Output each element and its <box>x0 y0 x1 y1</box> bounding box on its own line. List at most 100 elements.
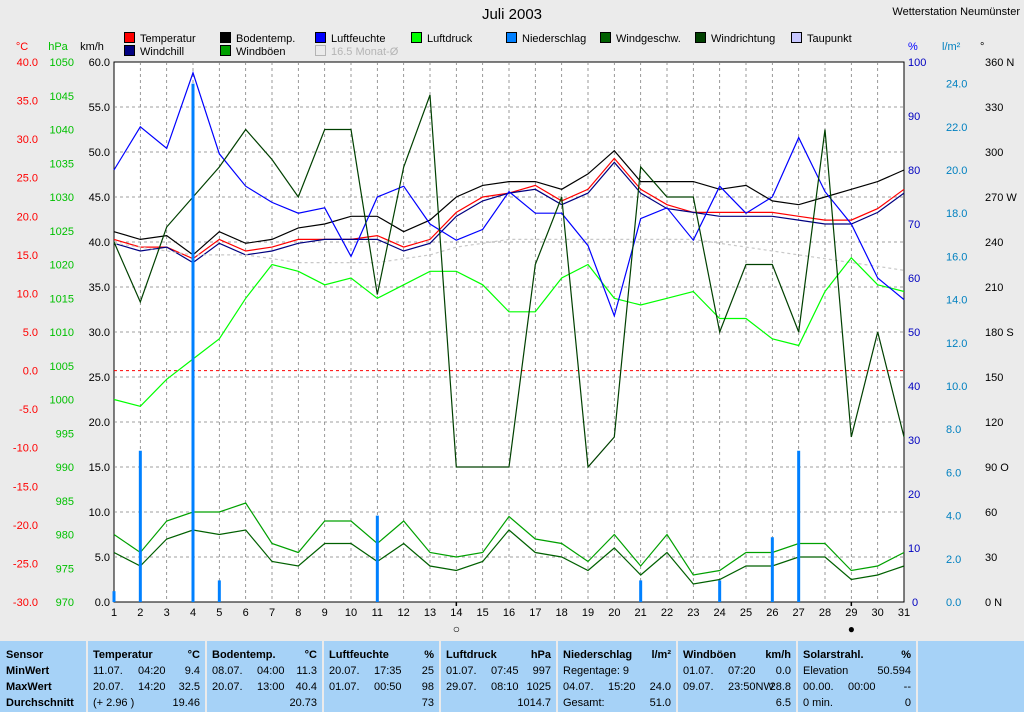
max-date: 29.07. <box>446 681 477 693</box>
stats-row: 0 min. 0 <box>798 695 916 711</box>
series-bodentemp <box>113 149 905 256</box>
avg-value: 0 <box>904 697 911 709</box>
wind-tick-label: 35.0 <box>89 282 110 294</box>
legend-label: Luftdruck <box>427 33 473 45</box>
temp-tick-label: 20.0 <box>17 211 38 223</box>
rain-tick-label: 6.0 <box>946 467 961 479</box>
stats-section-temperatur: Temperatur °C 11.07. 04:20 9.4 20.07. 14:20 32.… <box>88 641 207 712</box>
x-tick-label: 3 <box>164 607 170 619</box>
wind-tick-label: 40.0 <box>89 237 110 249</box>
max-time: 00:00 <box>848 681 876 693</box>
rain-tick-label: 16.0 <box>946 251 967 263</box>
avg-note: (+ 2.96 ) <box>93 697 135 709</box>
stats-row: 11.07. 04:20 9.4 <box>88 663 205 679</box>
wind-tick-label: 45.0 <box>89 192 110 204</box>
pressure-tick-label: 980 <box>56 530 74 542</box>
event-marker: ○ <box>453 622 460 636</box>
min-value: 25 <box>421 665 434 677</box>
chart-title: Juli 2003 <box>481 6 543 23</box>
min-time: 07:20 <box>728 665 756 677</box>
direction-tick-label: 180 S <box>985 327 1014 339</box>
legend-label: Temperatur <box>140 33 196 45</box>
section-title: Temperatur <box>93 649 153 661</box>
legend-label: 16.5 Monat-Ø <box>331 46 399 58</box>
avg-value: 73 <box>421 697 434 709</box>
wind-tick-label: 25.0 <box>89 372 110 384</box>
section-title: Luftfeuchte <box>329 649 389 661</box>
temp-tick-label: -10.0 <box>13 443 38 455</box>
direction-tick-label: 30 <box>985 552 997 564</box>
stats-row: Regentage: 9 <box>558 663 676 679</box>
legend-item-temperatur[interactable]: Temperatur <box>124 32 196 45</box>
temp-tick-label: 25.0 <box>17 173 38 185</box>
rain-tick-label: 4.0 <box>946 511 961 523</box>
wind-tick-label: 20.0 <box>89 417 110 429</box>
stats-section-luftdruck: Luftdruck hPa 01.07. 07:45 997 29.07. 08:10 102… <box>441 641 558 712</box>
legend-swatch <box>506 32 517 43</box>
legend-label: Luftfeuchte <box>331 33 386 45</box>
legend-swatch <box>124 45 135 56</box>
rain-tick-label: 8.0 <box>946 424 961 436</box>
temp-tick-label: 15.0 <box>17 250 38 262</box>
legend-swatch <box>220 45 231 56</box>
x-tick-label: 29 <box>845 607 857 619</box>
pressure-tick-label: 1050 <box>50 57 74 69</box>
rain-tick-label: 10.0 <box>946 381 967 393</box>
x-tick-label: 31 <box>898 607 910 619</box>
legend-item-taupunkt[interactable]: Taupunkt <box>791 32 852 45</box>
legend-item-windrichtung[interactable]: Windrichtung <box>695 32 775 45</box>
section-unit: % <box>901 649 911 661</box>
section-title: Solarstrahl. <box>803 649 864 661</box>
x-tick-label: 12 <box>398 607 410 619</box>
wind-tick-label: 15.0 <box>89 462 110 474</box>
temp-tick-label: 5.0 <box>23 327 38 339</box>
min-time: 17:35 <box>374 665 402 677</box>
weather-chart: 1 2 3 4 5 6 7 8 9 10 11 12 13 14 15 16 17 18 19 20 21 22 23 24 2… <box>13 41 1017 636</box>
legend-item-niederschlag[interactable]: Niederschlag <box>506 32 586 45</box>
x-tick-label: 27 <box>793 607 805 619</box>
series-luftdruck <box>113 256 905 407</box>
x-tick-label: 1 <box>111 607 117 619</box>
min-value: 0.0 <box>775 665 791 677</box>
max-time: 00:50 <box>374 681 402 693</box>
legend-item-16-5-monat[interactable]: 16.5 Monat-Ø <box>315 45 398 58</box>
stats-section-bodentemp: Bodentemp. °C 08.07. 04:00 11.3 20.07. 13:00 40… <box>207 641 324 712</box>
wind-tick-label: 30.0 <box>89 327 110 339</box>
max-value: 98 <box>421 681 434 693</box>
section-unit: °C <box>304 649 317 661</box>
legend-label: Taupunkt <box>807 33 852 45</box>
x-tick-label: 28 <box>819 607 831 619</box>
rain-tick-label: 20.0 <box>946 165 967 177</box>
legend-item-windchill[interactable]: Windchill <box>124 45 184 58</box>
stats-row: 01.07. 07:45 997 <box>441 663 556 679</box>
direction-tick-label: 120 <box>985 417 1003 429</box>
max-time: 15:20 <box>608 681 636 693</box>
temp-tick-label: 40.0 <box>17 57 38 69</box>
direction-tick-label: 60 <box>985 507 997 519</box>
pressure-tick-label: 1045 <box>50 91 74 103</box>
max-value: 24.0 <box>649 681 671 693</box>
legend-item-bodentemp[interactable]: Bodentemp. <box>220 32 295 45</box>
legend-item-windgeschw[interactable]: Windgeschw. <box>600 32 681 45</box>
rain-tick-label: 22.0 <box>946 122 967 134</box>
stats-row: 1014.7 <box>441 695 556 711</box>
stats-row: Gesamt: 51.0 <box>558 695 676 711</box>
avg-value: 51.0 <box>649 697 671 709</box>
min-date: 08.07. <box>212 665 243 677</box>
section-title: Bodentemp. <box>212 649 276 661</box>
row-label-min: MinWert <box>6 665 50 677</box>
legend-item-luftfeuchte[interactable]: Luftfeuchte <box>315 32 385 45</box>
temp-tick-label: 35.0 <box>17 96 38 108</box>
x-tick-label: 30 <box>872 607 884 619</box>
humidity-tick-label: 30 <box>908 435 920 447</box>
rain-tick-label: 14.0 <box>946 295 967 307</box>
min-time: 07:45 <box>491 665 519 677</box>
series-group <box>112 70 905 602</box>
temp-tick-label: 10.0 <box>17 288 38 300</box>
wind-tick-label: 10.0 <box>89 507 110 519</box>
pressure-tick-label: 1025 <box>50 226 74 238</box>
legend-item-windb-en[interactable]: Windböen <box>220 45 286 58</box>
legend-item-luftdruck[interactable]: Luftdruck <box>411 32 472 45</box>
humidity-tick-label: 100 <box>908 57 926 69</box>
stats-row: 6.5 <box>678 695 796 711</box>
